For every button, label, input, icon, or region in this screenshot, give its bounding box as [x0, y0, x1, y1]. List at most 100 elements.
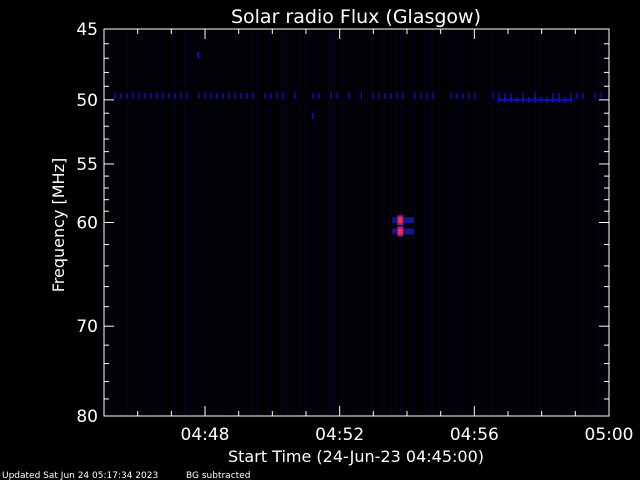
noise-streak	[241, 29, 242, 416]
interference-band-strong-line	[497, 98, 572, 101]
noise-streak	[529, 29, 530, 416]
noise-streak	[154, 29, 155, 416]
y-tick-label: 80	[76, 407, 98, 427]
x-axis: 04:48 04:52 04:56 05:00	[137, 29, 634, 445]
noise-streak	[208, 29, 209, 416]
noise-streak	[361, 29, 362, 416]
noise-streak	[463, 29, 464, 416]
noise-streak	[373, 29, 374, 416]
noise-streak	[274, 29, 275, 416]
noise-streak	[382, 29, 383, 416]
noise-streak	[514, 29, 515, 416]
y-tick-label: 50	[76, 91, 98, 111]
noise-streak	[574, 29, 575, 416]
noise-streak	[148, 29, 149, 416]
noise-streak	[379, 29, 380, 416]
noise-streak	[388, 29, 389, 416]
noise-streak	[223, 29, 224, 416]
interference-band	[222, 92, 225, 99]
noise-streak	[520, 29, 521, 416]
noise-streak	[505, 29, 506, 416]
noise-streak	[340, 29, 341, 416]
noise-streak	[247, 29, 248, 416]
interference-band	[372, 92, 375, 99]
spot	[197, 52, 200, 59]
noise-streak	[592, 29, 593, 416]
interference-band	[252, 92, 255, 99]
interference-band	[180, 92, 183, 99]
interference-band	[600, 92, 603, 99]
noise-streak	[517, 29, 518, 416]
noise-streak	[115, 29, 116, 416]
noise-streak	[415, 29, 416, 416]
noise-streak	[196, 29, 197, 416]
noise-streak	[487, 29, 488, 416]
interference-band	[282, 92, 285, 99]
burst-core	[398, 217, 403, 224]
interference-band	[228, 92, 231, 99]
noise-streak	[298, 29, 299, 416]
y-axis-label: Frequency [MHz]	[49, 158, 68, 292]
interference-band	[294, 92, 297, 99]
interference-band	[468, 92, 471, 99]
noise-streak	[235, 29, 236, 416]
noise-streak	[352, 29, 353, 416]
noise-streak	[370, 29, 371, 416]
interference-band	[498, 92, 501, 99]
noise-streak	[319, 29, 320, 416]
interference-band	[582, 92, 585, 99]
noise-streak	[559, 29, 560, 416]
y-axis: 45 50 55 60 70 80	[76, 20, 609, 427]
noise-streak	[433, 29, 434, 416]
interference-band	[216, 92, 219, 99]
noise-streak	[421, 29, 422, 416]
burst-core	[398, 228, 403, 235]
interference-band	[420, 92, 423, 99]
noise-streak	[544, 29, 545, 416]
noise-streak	[391, 29, 392, 416]
interference-band	[318, 92, 321, 99]
noise-streak	[313, 29, 314, 416]
noise-streak	[301, 29, 302, 416]
noise-streak	[277, 29, 278, 416]
plot-background	[104, 29, 609, 416]
noise-streak	[451, 29, 452, 416]
noise-streak	[508, 29, 509, 416]
footer-updated: Updated Sat Jun 24 05:17:34 2023	[2, 471, 158, 480]
noise-streak	[226, 29, 227, 416]
noise-streak	[259, 29, 260, 416]
noise-streak	[262, 29, 263, 416]
noise-streak	[466, 29, 467, 416]
y-tick-label: 60	[76, 214, 98, 234]
noise-streak	[193, 29, 194, 416]
interference-band	[240, 92, 243, 99]
noise-streak	[331, 29, 332, 416]
interference-band	[384, 92, 387, 99]
noise-streak	[304, 29, 305, 416]
noise-streak	[478, 29, 479, 416]
interference-band	[426, 92, 429, 99]
noise-streak	[460, 29, 461, 416]
noise-streak	[217, 29, 218, 416]
noise-streak	[430, 29, 431, 416]
noise-streak	[145, 29, 146, 416]
noise-streak	[121, 29, 122, 416]
noise-streak	[139, 29, 140, 416]
x-tick-label: 04:56	[450, 425, 499, 445]
noise-streak	[286, 29, 287, 416]
interference-band	[414, 92, 417, 99]
noise-streak	[496, 29, 497, 416]
noise-streak	[187, 29, 188, 416]
interference-band	[276, 92, 279, 99]
noise-streak	[337, 29, 338, 416]
noise-streak	[310, 29, 311, 416]
interference-band	[576, 92, 579, 99]
noise-streak	[448, 29, 449, 416]
noise-streak	[598, 29, 599, 416]
noise-streak	[376, 29, 377, 416]
noise-streak	[256, 29, 257, 416]
noise-streak	[541, 29, 542, 416]
x-tick-label: 04:48	[181, 425, 230, 445]
noise-streak	[532, 29, 533, 416]
